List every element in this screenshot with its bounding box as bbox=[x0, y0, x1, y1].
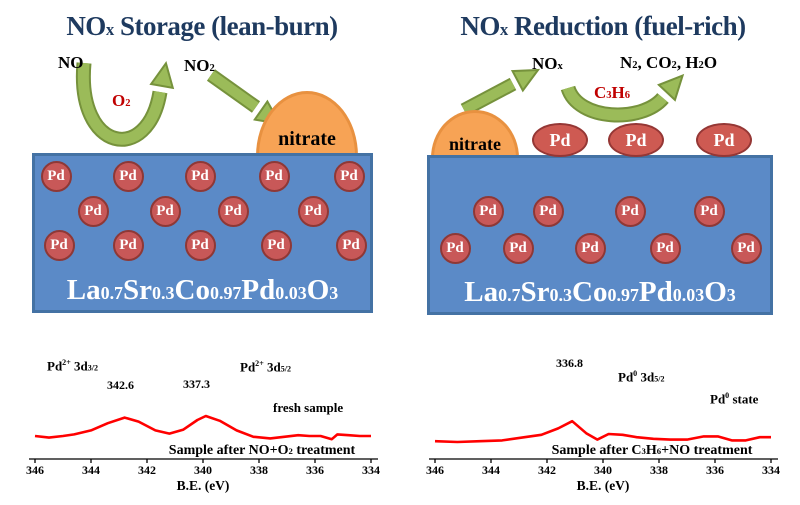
x-tick-label: 344 bbox=[482, 463, 500, 477]
lean-pd-dopant: Pd bbox=[217, 195, 249, 227]
lean-pd-dopant: Pd bbox=[77, 195, 109, 227]
x-tick-label: 340 bbox=[194, 463, 212, 477]
x-tick-label: 336 bbox=[706, 463, 724, 477]
rich-pd-dopant: Pd bbox=[532, 195, 564, 227]
lean-nitrate-label: nitrate bbox=[278, 128, 336, 150]
x-tick-label: 346 bbox=[26, 463, 44, 477]
x-tick-label: 342 bbox=[138, 463, 156, 477]
rich-formula: La0.7Sr0.3Co0.97Pd0.03O3 bbox=[464, 276, 736, 308]
lean-pd-dopant: Pd bbox=[258, 160, 290, 192]
xps-spectrum-curve bbox=[434, 419, 771, 444]
lean-pd-dopant: Pd bbox=[297, 195, 329, 227]
x-axis-label: B.E. (eV) bbox=[176, 478, 230, 493]
lean-panel-title: NOx Storage (lean-burn) bbox=[66, 11, 338, 41]
x-tick-label: 334 bbox=[762, 463, 780, 477]
x-tick-label: 342 bbox=[538, 463, 556, 477]
lean-pd-dopant: Pd bbox=[260, 229, 292, 261]
spectrum-annotation: 336.8 bbox=[556, 356, 583, 370]
rich-pd-dopant: Pd bbox=[614, 195, 646, 227]
rich-pd-dopant: Pd bbox=[502, 232, 534, 264]
rich-pd-dopant: Pd bbox=[439, 232, 471, 264]
spectrum-annotation: Pd2+ 3d3/2 bbox=[47, 358, 99, 374]
lean-no-label: NO bbox=[58, 53, 84, 72]
rich-pd-dopant: Pd bbox=[472, 195, 504, 227]
lean-no2-label: NO2 bbox=[184, 56, 215, 75]
lean-pd-dopant: Pd bbox=[112, 229, 144, 261]
x-axis-label: B.E. (eV) bbox=[576, 478, 630, 493]
lean-pd-dopant: Pd bbox=[184, 229, 216, 261]
rich-pd-dopant: Pd bbox=[574, 232, 606, 264]
lean-pd-dopant: Pd bbox=[149, 195, 181, 227]
spectrum-annotation: fresh sample bbox=[273, 400, 344, 415]
lean-pd-dopant: Pd bbox=[333, 160, 365, 192]
x-tick-label: 336 bbox=[306, 463, 324, 477]
rich-release-arrow bbox=[460, 68, 541, 117]
lean-pd-dopant: Pd bbox=[335, 229, 367, 261]
lean-o2-label: O2 bbox=[112, 91, 131, 110]
rich-pd-dopant: Pd bbox=[730, 232, 762, 264]
spectrum-annotation: 342.6 bbox=[107, 378, 134, 392]
spectrum-annotation: Pd2+ 3d5/2 bbox=[240, 359, 292, 375]
rich-pd-dopant: Pd bbox=[649, 232, 681, 264]
x-tick-label: 344 bbox=[82, 463, 100, 477]
spectrum-caption: Sample after NO+O2 treatment bbox=[168, 443, 356, 458]
rich-c3h6-label: C3H6 bbox=[594, 83, 631, 102]
rich-panel-title: NOx Reduction (fuel-rich) bbox=[460, 11, 746, 41]
rich-pd-dopant: Pd bbox=[693, 195, 725, 227]
rich-surface-pd-particle: Pd bbox=[532, 123, 588, 157]
spectrum-annotation: Pd0 3d5/2 bbox=[618, 369, 665, 385]
rich-nox-label: NOx bbox=[532, 54, 563, 73]
rich-perovskite-slab: La0.7Sr0.3Co0.97Pd0.03O3 bbox=[427, 155, 773, 315]
x-tick-label: 340 bbox=[594, 463, 612, 477]
rich-reduction-arrow bbox=[560, 73, 685, 123]
lean-pd-dopant: Pd bbox=[184, 160, 216, 192]
x-tick-label: 338 bbox=[650, 463, 668, 477]
x-tick-label: 338 bbox=[250, 463, 268, 477]
rich-nitrate-label: nitrate bbox=[449, 134, 501, 154]
spectrum-caption: Sample after C3H6+NO treatment bbox=[551, 443, 753, 458]
lean-formula: La0.7Sr0.3Co0.97Pd0.03O3 bbox=[66, 274, 339, 306]
lean-pd-dopant: Pd bbox=[43, 229, 75, 261]
lean-pd-dopant: Pd bbox=[40, 160, 72, 192]
lean-uptake-arrow bbox=[75, 60, 175, 147]
x-tick-label: 346 bbox=[426, 463, 444, 477]
rich-products-label: N2, CO2, H2O bbox=[620, 53, 718, 72]
lean-pd-dopant: Pd bbox=[112, 160, 144, 192]
rich-surface-pd-particle: Pd bbox=[696, 123, 752, 157]
rich-surface-pd-particle: Pd bbox=[608, 123, 664, 157]
xps-spectrum-curve bbox=[34, 414, 371, 441]
x-tick-label: 334 bbox=[362, 463, 380, 477]
spectrum-annotation: Pd0 state bbox=[710, 391, 759, 407]
spectrum-annotation: 337.3 bbox=[183, 377, 210, 391]
